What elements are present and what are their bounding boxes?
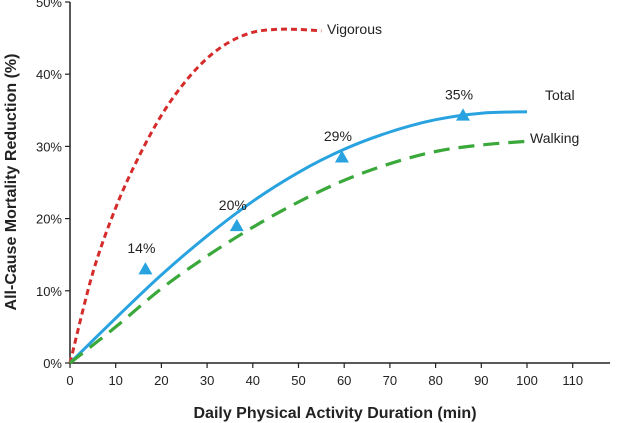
- series-label-vigorous: Vigorous: [327, 21, 382, 37]
- x-tick-label: 50: [291, 373, 305, 388]
- x-tick-label: 40: [246, 373, 260, 388]
- y-tick-label: 30%: [36, 139, 62, 154]
- y-tick-label: 10%: [36, 284, 62, 299]
- y-tick-label: 40%: [36, 67, 62, 82]
- axes: [69, 2, 610, 364]
- series-label-total: Total: [545, 87, 575, 103]
- data-label: 35%: [445, 86, 473, 102]
- x-tick-label: 20: [154, 373, 168, 388]
- series-label-walking: Walking: [530, 130, 579, 146]
- marker-triangle: [229, 218, 244, 232]
- data-markers: 14% 20% 29% 35%: [127, 86, 473, 275]
- x-tick-label: 100: [516, 373, 538, 388]
- marker-triangle: [456, 108, 471, 121]
- y-tick-label: 50%: [36, 0, 62, 10]
- x-tick-label: 60: [337, 373, 351, 388]
- data-label: 29%: [324, 128, 352, 144]
- data-label: 14%: [127, 240, 155, 256]
- marker-triangle: [138, 262, 153, 275]
- x-tick-label: 110: [562, 373, 583, 388]
- x-tick-label: 80: [428, 373, 442, 388]
- data-label: 20%: [219, 197, 247, 213]
- x-tick-label: 0: [66, 373, 73, 388]
- x-axis-title: Daily Physical Activity Duration (min): [193, 405, 476, 422]
- ticks: 0 10 20 30 40 50 60 70 80 90 100 110 0% 10% 20% 30% 40% 5…: [36, 0, 583, 388]
- series-line-vigorous: [68, 27, 322, 364]
- series-line-walking: [69, 139, 528, 365]
- x-tick-label: 90: [474, 373, 488, 388]
- y-tick-label: 20%: [36, 212, 62, 227]
- series-lines: Vigorous Total Walking: [68, 21, 579, 365]
- y-axis-title: All-Cause Mortality Reduction (%): [3, 54, 20, 311]
- marker-triangle: [334, 150, 349, 163]
- x-tick-label: 70: [383, 373, 397, 388]
- x-tick-label: 10: [108, 373, 122, 388]
- x-tick-label: 30: [200, 373, 214, 388]
- series-line-total: [68, 110, 528, 365]
- y-tick-label: 0%: [43, 356, 62, 371]
